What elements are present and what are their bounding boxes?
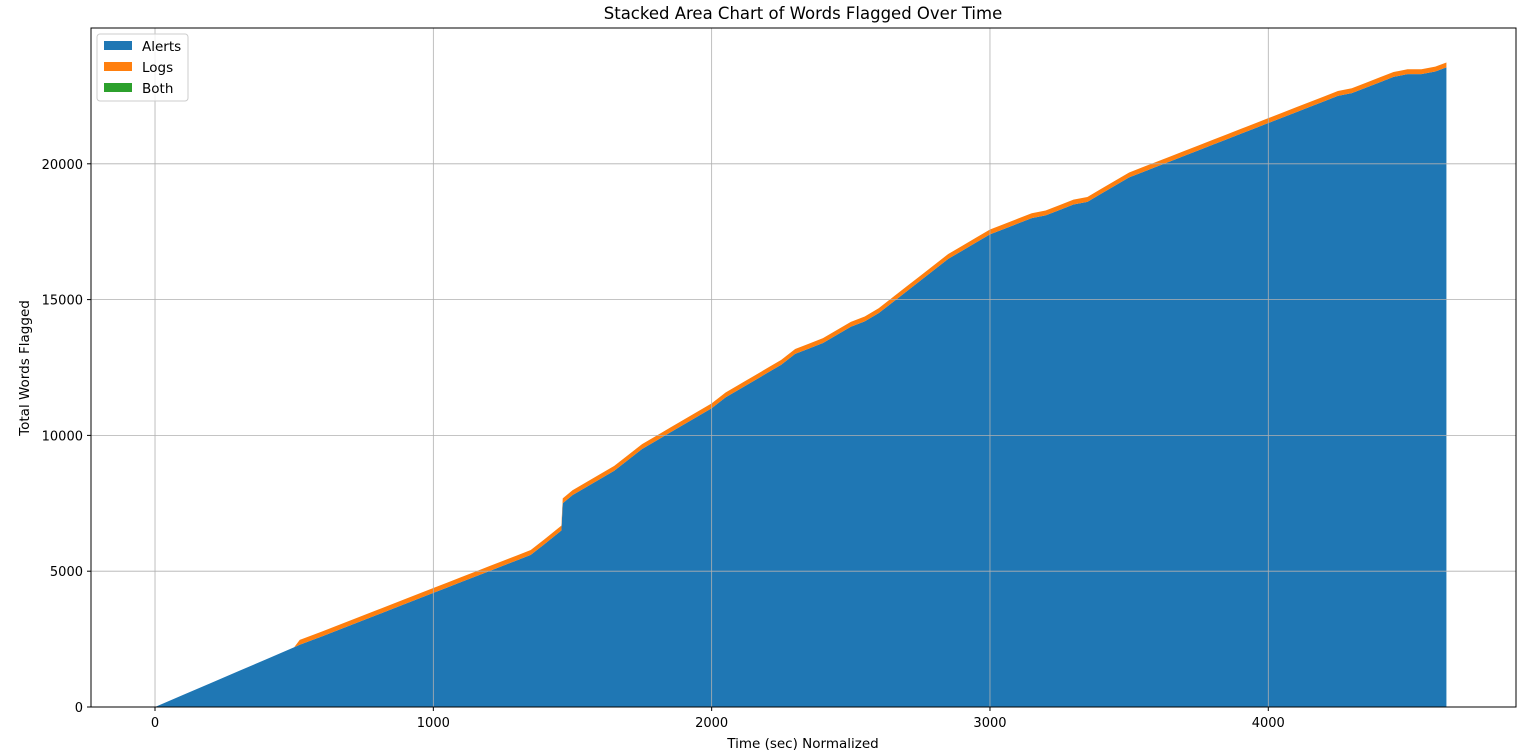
x-axis-ticks: 0 1000 2000 3000 4000	[151, 707, 1285, 731]
area-series-alerts	[155, 67, 1447, 707]
y-axis-title: Total Words Flagged	[17, 300, 33, 437]
y-tick-label: 15000	[42, 294, 83, 309]
x-axis-title: Time (sec) Normalized	[726, 736, 878, 752]
x-tick-label: 3000	[973, 716, 1006, 731]
x-tick-label: 1000	[417, 716, 450, 731]
y-axis-ticks: 0 5000 10000 15000 20000	[42, 158, 91, 716]
chart-title: Stacked Area Chart of Words Flagged Over…	[604, 4, 1002, 23]
legend-swatch-both	[104, 83, 132, 92]
y-tick-label: 20000	[42, 158, 83, 173]
legend-label-logs: Logs	[142, 60, 173, 76]
x-tick-label: 0	[151, 716, 159, 731]
x-tick-label: 2000	[695, 716, 728, 731]
y-tick-label: 10000	[42, 429, 83, 444]
series-areas	[155, 62, 1447, 708]
y-tick-label: 5000	[50, 565, 83, 580]
legend: Alerts Logs Both	[96, 33, 189, 102]
legend-swatch-alerts	[104, 41, 132, 50]
plot-frame	[90, 27, 1517, 708]
legend-label-both: Both	[142, 81, 173, 97]
plot-area: 0 1000 2000 3000 4000 0 5000 10000 15000 20000	[42, 27, 1517, 731]
legend-swatch-logs	[104, 62, 132, 71]
legend-label-alerts: Alerts	[142, 39, 181, 55]
y-tick-label: 0	[75, 701, 83, 716]
x-tick-label: 4000	[1252, 716, 1285, 731]
